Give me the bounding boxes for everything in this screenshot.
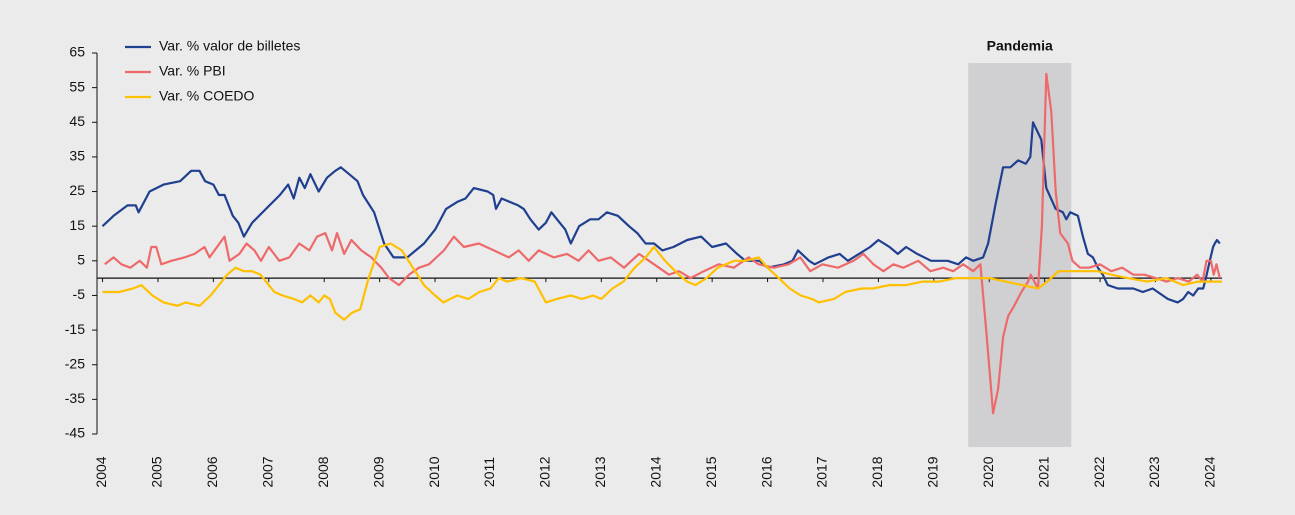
y-tick-label: 25	[69, 182, 85, 198]
x-tick-label: 2011	[481, 457, 497, 487]
x-tick-label: 2019	[925, 456, 941, 487]
legend-label: Var. % COEDO	[159, 88, 255, 104]
x-tick-label: 2020	[980, 456, 996, 487]
x-tick-label: 2021	[1035, 456, 1051, 487]
x-tick-label: 2009	[370, 456, 386, 487]
y-tick-label: -15	[65, 321, 85, 337]
y-tick-label: 65	[69, 44, 85, 60]
y-tick-label: 55	[69, 78, 85, 94]
series-line	[101, 121, 1221, 304]
x-tick-label: 2023	[1146, 456, 1162, 487]
x-tick-label: 2015	[703, 456, 719, 487]
x-tick-label: 2005	[149, 456, 165, 487]
y-tick-label: 15	[69, 217, 85, 233]
series-line	[102, 242, 1222, 321]
series-line	[104, 72, 1221, 415]
y-tick-label: 5	[77, 252, 85, 268]
x-tick-label: 2010	[426, 456, 442, 487]
x-tick-label: 2014	[647, 456, 663, 487]
y-tick-label: -5	[73, 286, 86, 302]
x-tick-label: 2017	[814, 456, 830, 487]
y-tick-label: -45	[65, 425, 85, 441]
legend-label: Var. % valor de billetes	[159, 38, 300, 54]
x-tick-label: 2004	[93, 456, 109, 487]
x-tick-label: 2022	[1091, 456, 1107, 487]
x-tick-label: 2013	[592, 456, 608, 487]
shade-label: Pandemia	[987, 38, 1053, 54]
x-tick-label: 2006	[204, 456, 220, 487]
x-tick-label: 2018	[869, 456, 885, 487]
y-tick-label: 45	[69, 113, 85, 129]
x-tick-label: 2016	[758, 456, 774, 487]
x-tick-label: 2012	[537, 456, 553, 487]
x-tick-label: 2024	[1202, 456, 1218, 487]
x-tick-label: 2008	[315, 456, 331, 487]
y-tick-label: 35	[69, 148, 85, 164]
y-tick-label: -35	[65, 390, 85, 406]
x-tick-label: 2007	[260, 456, 276, 487]
legend-label: Var. % PBI	[159, 63, 226, 79]
y-tick-label: -25	[65, 355, 85, 371]
shade-band	[968, 63, 1072, 447]
